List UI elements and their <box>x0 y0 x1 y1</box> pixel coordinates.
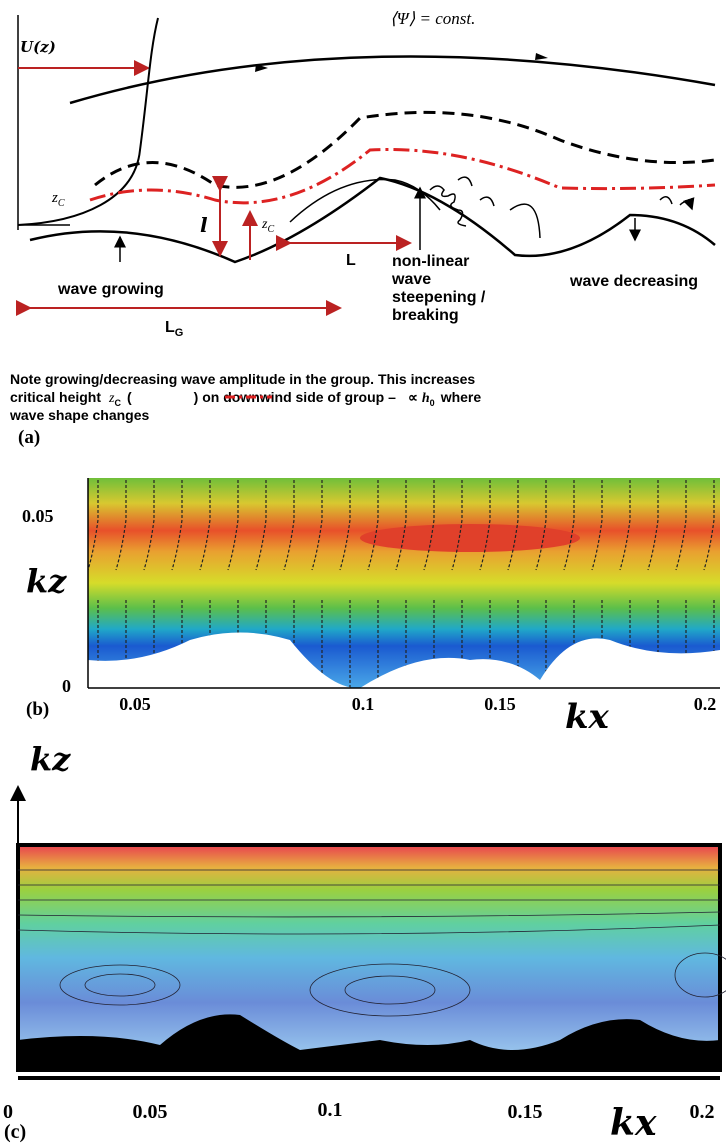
x-tick-label: 0.2 <box>690 1101 715 1123</box>
line: wave <box>391 271 431 288</box>
zc-sub: C <box>114 398 121 408</box>
x-tick-label: 0.05 <box>133 1101 168 1123</box>
panel-c <box>10 785 726 1080</box>
y-tick-label: 0.05 <box>22 506 54 526</box>
h-sub: 0 <box>430 398 435 408</box>
eddy-arrow <box>457 176 692 239</box>
x-tick-label: 0.1 <box>352 694 375 714</box>
zc-base: z <box>51 190 58 206</box>
LG-label: LG <box>165 319 183 339</box>
y-label: kz <box>26 562 67 600</box>
y-label: kz <box>30 740 71 778</box>
text: ) on downwind side of group – <box>194 389 396 405</box>
x-label: kx <box>565 697 610 737</box>
wave-surface <box>88 632 720 689</box>
wave-surface <box>29 176 716 264</box>
line: steepening / <box>392 289 486 306</box>
u-label: U(z) <box>20 38 56 56</box>
note-line: critical height zC ( ) on downwind side of … <box>10 389 481 408</box>
critical-height-line <box>89 148 716 205</box>
panel-label: (a) <box>18 427 40 448</box>
line: breaking <box>392 307 459 324</box>
streamline <box>69 55 716 105</box>
wave-crest <box>289 178 441 223</box>
LG-sub: G <box>175 327 184 339</box>
line: non-linear <box>392 253 469 270</box>
note-line: wave shape changes <box>9 407 150 423</box>
text: ∝ <box>408 389 418 405</box>
wave-growing: wave growing <box>57 281 164 298</box>
dashed-streamline <box>94 110 716 189</box>
wave-surface <box>18 1014 720 1070</box>
panel-label: (b) <box>26 699 49 720</box>
breaking-label: non-linear wave steepening / breaking <box>391 253 490 324</box>
L-label: L <box>346 252 356 269</box>
note: Note growing/decreasing wave amplitude i… <box>9 371 481 423</box>
x-tick-label: 0 <box>3 1101 13 1123</box>
x-tick-label: 0.15 <box>508 1101 543 1123</box>
x-tick-label: 0.05 <box>119 694 151 714</box>
zc-sub: C <box>267 224 274 235</box>
contours <box>17 869 726 1017</box>
zc-base: z <box>261 217 268 232</box>
x-label: kx <box>610 1102 657 1144</box>
l-label: l <box>200 213 208 237</box>
zc-base: z <box>108 391 115 406</box>
x-tick-label: 0.1 <box>318 1099 343 1121</box>
text: critical height <box>10 389 101 405</box>
zc-label: zC <box>51 190 65 209</box>
x-tick-label: 0.15 <box>484 694 516 714</box>
h-base: h <box>422 391 430 406</box>
panel-a <box>16 15 716 316</box>
note-line: Note growing/decreasing wave amplitude i… <box>10 371 475 387</box>
breaking-curl <box>429 185 467 227</box>
panel-c-labels: 0 0.05 0.1 0.15 0.2 (c) <box>3 1099 715 1143</box>
panel-b <box>87 478 720 689</box>
y-tick-label: 0 <box>62 676 71 696</box>
LG-base: L <box>165 319 175 336</box>
psi-label: ⟨Ψ⟩ = const. <box>390 9 475 28</box>
zc-sub: C <box>58 198 65 209</box>
velocity-profile <box>17 17 159 226</box>
x-tick-label: 0.2 <box>694 694 717 714</box>
panel-b-labels: 0.05 0 0.05 0.1 0.15 0.2 (b) <box>22 506 716 720</box>
zc-label: zC <box>261 217 274 235</box>
text: where <box>440 389 482 405</box>
text: ( <box>127 389 132 405</box>
wave-decreasing: wave decreasing <box>569 273 698 290</box>
panel-label: (c) <box>4 1121 26 1143</box>
